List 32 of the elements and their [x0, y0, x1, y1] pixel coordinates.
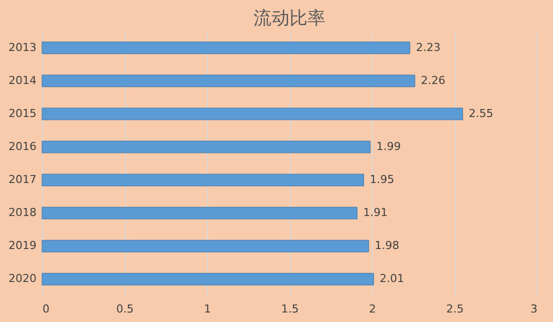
x-tick-label: 1: [204, 302, 211, 316]
x-tick-label: 2.5: [446, 302, 464, 316]
data-label: 2.26: [420, 74, 446, 87]
bar: [42, 140, 371, 154]
y-tick-label: 2014: [8, 74, 36, 87]
chart-title: 流动比率: [254, 8, 326, 29]
y-tick-label: 2015: [8, 106, 36, 120]
y-tick-label: 2013: [8, 40, 36, 54]
bar: [42, 174, 364, 186]
y-tick-label: 2018: [8, 206, 36, 220]
x-tick-label: 2: [369, 302, 376, 316]
y-tick-label: 2019: [8, 239, 36, 252]
data-label: 2.55: [468, 106, 494, 120]
bar: [42, 206, 358, 220]
data-label: 1.91: [363, 206, 388, 220]
y-tick-label: 2017: [8, 173, 36, 186]
bar: [42, 108, 463, 120]
data-label: 1.99: [376, 140, 401, 153]
x-tick-label: 0.5: [116, 302, 134, 316]
x-tick-label: 1.5: [281, 302, 299, 316]
data-label: 2.01: [380, 272, 404, 286]
bar: [42, 74, 416, 88]
bar: [42, 240, 369, 252]
y-tick-label: 2016: [8, 140, 36, 153]
bar: [42, 42, 410, 54]
data-label: 1.98: [374, 239, 400, 252]
x-tick-label: 0: [42, 302, 50, 316]
data-label: 1.95: [370, 173, 394, 186]
bar: [42, 272, 374, 286]
data-label: 2.23: [416, 40, 440, 54]
x-tick-label: 3: [530, 302, 538, 316]
y-tick-label: 2020: [8, 272, 36, 286]
